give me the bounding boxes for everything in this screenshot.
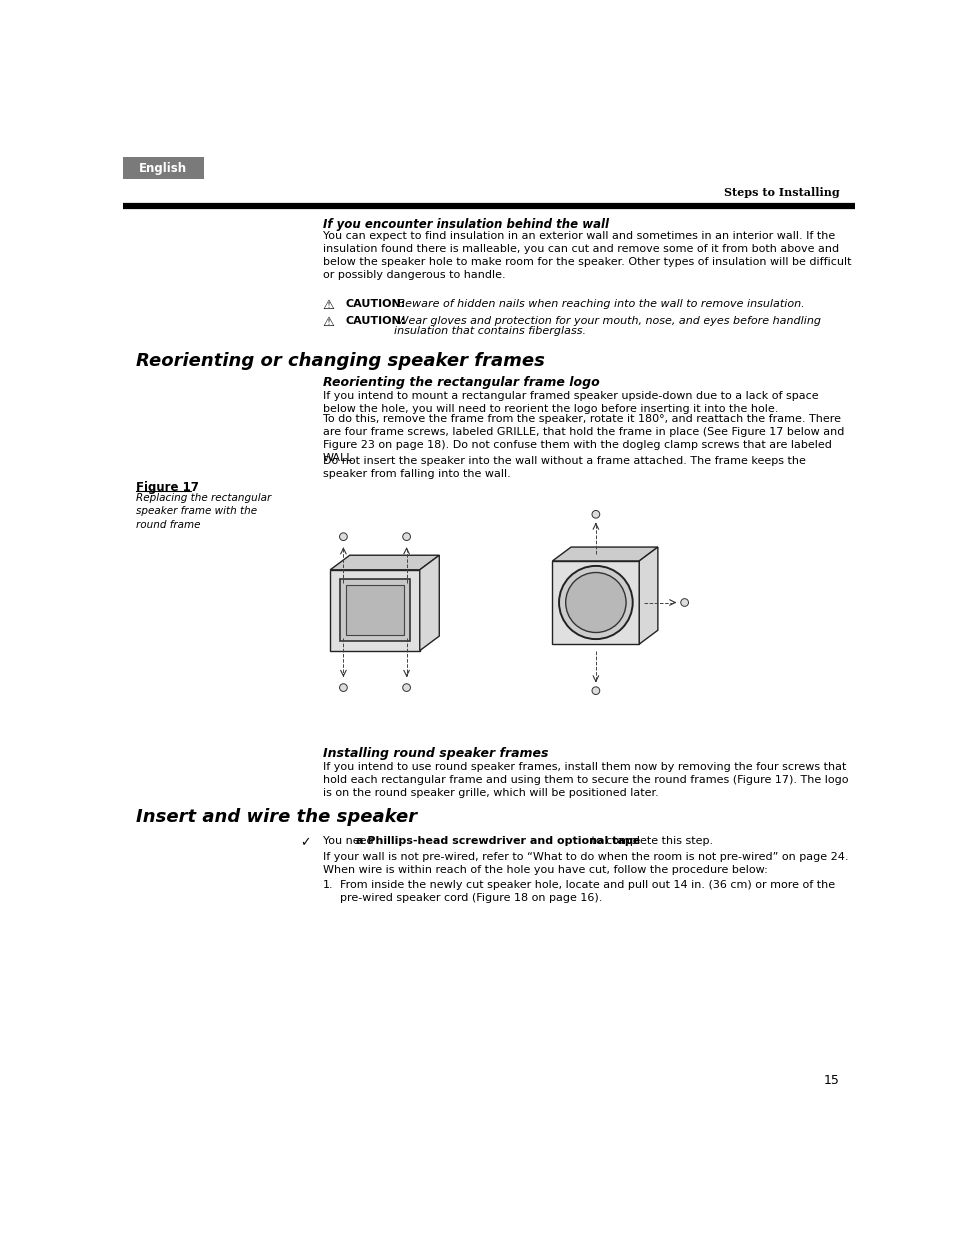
Polygon shape (419, 556, 438, 651)
Polygon shape (639, 547, 658, 645)
Text: CAUTION:: CAUTION: (345, 316, 406, 326)
Text: Replacing the rectangular
speaker frame with the
round frame: Replacing the rectangular speaker frame … (135, 493, 271, 530)
Polygon shape (330, 569, 419, 651)
Text: If you encounter insulation behind the wall: If you encounter insulation behind the w… (322, 217, 608, 231)
Text: Do not insert the speaker into the wall without a frame attached. The frame keep: Do not insert the speaker into the wall … (322, 456, 804, 479)
Circle shape (592, 510, 599, 519)
FancyBboxPatch shape (123, 157, 204, 179)
Text: ⚠: ⚠ (322, 299, 335, 312)
Text: to complete this step.: to complete this step. (588, 836, 713, 846)
Text: ⚠: ⚠ (322, 316, 335, 329)
Circle shape (402, 532, 410, 541)
Text: insulation that contains fiberglass.: insulation that contains fiberglass. (394, 326, 585, 336)
Circle shape (558, 566, 632, 638)
Circle shape (402, 684, 410, 692)
Text: ✓: ✓ (300, 836, 311, 848)
Polygon shape (339, 579, 410, 641)
Circle shape (680, 599, 688, 606)
Text: Wear gloves and protection for your mouth, nose, and eyes before handling: Wear gloves and protection for your mout… (394, 316, 820, 326)
Text: Beware of hidden nails when reaching into the wall to remove insulation.: Beware of hidden nails when reaching int… (394, 299, 803, 309)
Text: From inside the newly cut speaker hole, locate and pull out 14 in. (36 cm) or mo: From inside the newly cut speaker hole, … (339, 879, 834, 903)
Text: Insert and wire the speaker: Insert and wire the speaker (135, 808, 416, 826)
Text: a Phillips-head screwdriver and optional tape: a Phillips-head screwdriver and optional… (355, 836, 639, 846)
Circle shape (592, 687, 599, 694)
Text: CAUTION:: CAUTION: (345, 299, 406, 309)
Text: Reorienting the rectangular frame logo: Reorienting the rectangular frame logo (322, 377, 598, 389)
Text: Steps to Installing: Steps to Installing (723, 188, 840, 199)
Polygon shape (552, 547, 658, 561)
Text: Installing round speaker frames: Installing round speaker frames (322, 747, 547, 761)
Text: Figure 17: Figure 17 (135, 480, 198, 494)
Polygon shape (552, 561, 639, 645)
Text: You need: You need (322, 836, 376, 846)
Circle shape (339, 684, 347, 692)
Text: You can expect to find insulation in an exterior wall and sometimes in an interi: You can expect to find insulation in an … (322, 231, 850, 279)
Text: 1.: 1. (322, 879, 333, 889)
Text: Reorienting or changing speaker frames: Reorienting or changing speaker frames (135, 352, 544, 370)
Text: English: English (139, 162, 188, 174)
Text: To do this, remove the frame from the speaker, rotate it 180°, and reattach the : To do this, remove the frame from the sp… (322, 414, 843, 463)
Polygon shape (330, 556, 438, 569)
Polygon shape (345, 585, 404, 635)
Circle shape (565, 573, 625, 632)
Text: 15: 15 (823, 1073, 840, 1087)
Text: If you intend to use round speaker frames, install them now by removing the four: If you intend to use round speaker frame… (322, 762, 847, 798)
Circle shape (339, 532, 347, 541)
Text: If your wall is not pre-wired, refer to “What to do when the room is not pre-wir: If your wall is not pre-wired, refer to … (322, 852, 847, 876)
Text: If you intend to mount a rectangular framed speaker upside-down due to a lack of: If you intend to mount a rectangular fra… (322, 390, 818, 414)
